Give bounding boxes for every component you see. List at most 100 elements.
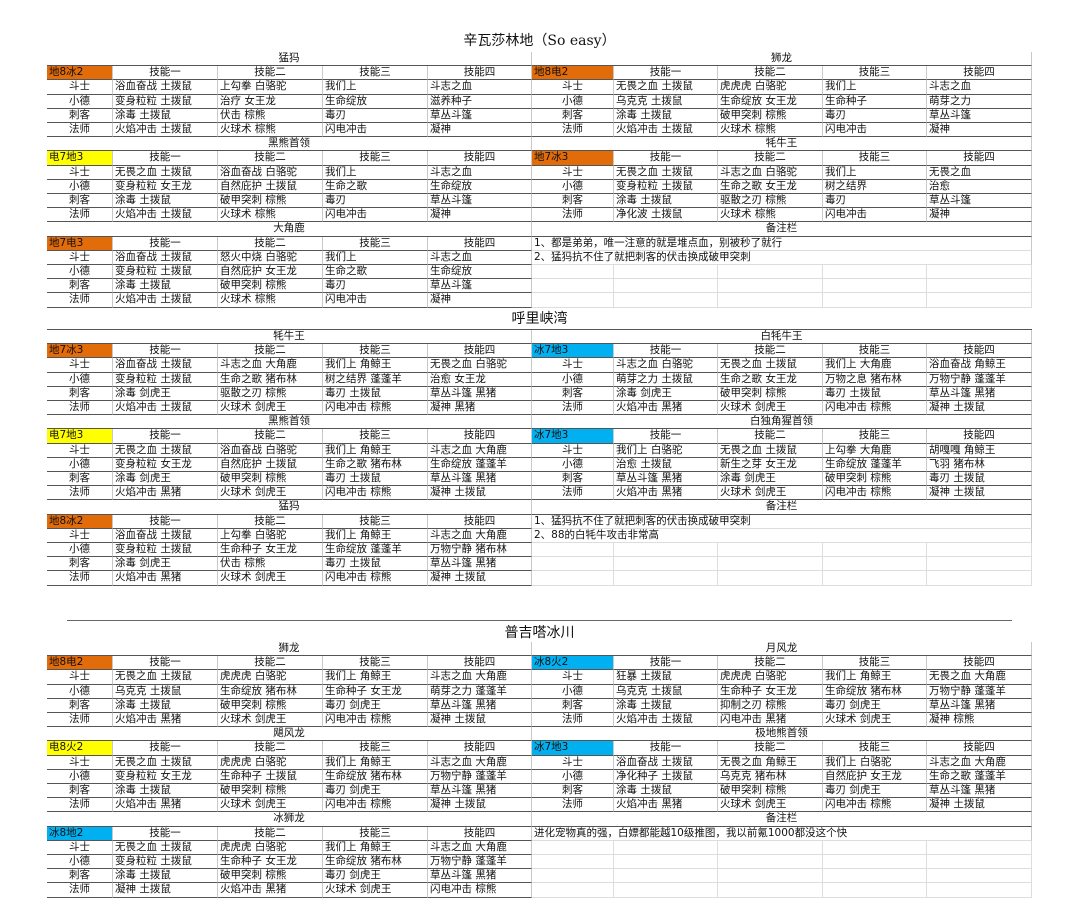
skill-cell: 火球术 剑虎王: [218, 486, 323, 501]
role: 法师: [47, 571, 113, 586]
skill-header: 技能一: [113, 656, 218, 671]
skill-cell: 破甲突刺 棕熊: [218, 472, 323, 487]
skill-cell: 虎虎虎 白骆驼: [218, 755, 323, 770]
skill-cell: 上勾拳 大角鹿: [823, 443, 927, 458]
skill-cell: 涂毒 土拨鼠: [614, 698, 718, 713]
skill-cell: 破甲突刺 棕熊: [218, 279, 323, 294]
skill-header: 技能四: [927, 151, 1032, 166]
skill-header: 技能二: [718, 344, 823, 359]
role: 刺客: [532, 472, 614, 487]
role: 斗士: [47, 755, 113, 770]
skill-cell: 自然庇护 女王龙: [823, 769, 927, 784]
skill-cell: 火球术 剑虎王: [718, 798, 823, 813]
skill-header: 技能三: [823, 66, 927, 81]
role: 法师: [47, 123, 113, 138]
skill-cell: 火焰冲击 土拨鼠: [113, 401, 218, 416]
skill-cell: 我们上 角鲸王: [323, 358, 428, 373]
role: 斗士: [47, 840, 113, 855]
skill-cell: 凝神: [428, 123, 532, 138]
skill-header: 技能四: [428, 66, 532, 81]
skill-cell: 闪电冲击: [323, 293, 428, 308]
skill-cell: 浴血奋战 土拨鼠: [113, 80, 218, 95]
skill-cell: 浴血奋战 土拨鼠: [113, 250, 218, 265]
role: 法师: [47, 401, 113, 416]
skill-cell: 无畏之血 土拨鼠: [718, 358, 823, 373]
empty-cell: [718, 557, 823, 572]
role: 斗士: [532, 443, 614, 458]
skill-cell: 火球术 棕熊: [718, 123, 823, 138]
skill-cell: 生命种子 女王龙: [718, 684, 823, 699]
skill-cell: 万物宁静 猪布林: [428, 543, 532, 558]
skill-cell: 生命绽放 猪布林: [823, 684, 927, 699]
empty-cell: [532, 293, 614, 308]
skill-cell: 治愈 土拨鼠: [614, 457, 718, 472]
role: 斗士: [532, 165, 614, 180]
skill-cell: 生命种子 女王龙: [323, 684, 428, 699]
skill-cell: 闪电冲击 棕熊: [428, 883, 532, 898]
skill-cell: 草丛斗篷 黑猪: [614, 472, 718, 487]
skill-cell: 草丛斗篷 黑猪: [428, 698, 532, 713]
skill-cell: 无畏之血 土拨鼠: [113, 443, 218, 458]
boss-tag: 电7地3: [47, 429, 113, 444]
skill-cell: 火焰冲击 土拨鼠: [614, 713, 718, 728]
empty-cell: [927, 840, 1032, 855]
skill-cell: 毒刃 剑虎王: [323, 869, 428, 884]
section-title: 呼里峡湾: [47, 308, 1032, 330]
empty-cell: [614, 855, 718, 870]
skill-header: 技能四: [428, 656, 532, 671]
role: 小德: [47, 265, 113, 280]
skill-cell: 闪电冲击: [323, 123, 428, 138]
empty-cell: [614, 265, 718, 280]
skill-header: 技能二: [218, 151, 323, 166]
skill-cell: 毒刃 剑虎王: [323, 698, 428, 713]
skill-cell: 生命种子 土拨鼠: [218, 769, 323, 784]
skill-header: 技能二: [218, 741, 323, 756]
skill-cell: 凝神 土拨鼠: [428, 713, 532, 728]
empty-cell: [927, 557, 1032, 572]
skill-header: 技能三: [323, 656, 428, 671]
skill-cell: 草丛斗篷 黑猪: [927, 784, 1032, 799]
skill-cell: 凝神 土拨鼠: [927, 798, 1032, 813]
skill-cell: 涂毒 土拨鼠: [614, 194, 718, 209]
role: 刺客: [47, 194, 113, 209]
role: 斗士: [47, 80, 113, 95]
role: 斗士: [532, 670, 614, 685]
note-line: 1、猛犸抗不住了就把刺客的伏击换成破甲突刺: [532, 514, 1032, 529]
skill-cell: 生命之歌 女王龙: [718, 179, 823, 194]
role: 刺客: [532, 698, 614, 713]
empty-cell: [614, 543, 718, 558]
skill-cell: 浴血奋战 白骆驼: [218, 443, 323, 458]
skill-cell: 火球术 棕熊: [218, 123, 323, 138]
skill-cell: 乌克克 土拨鼠: [113, 684, 218, 699]
empty-cell: [927, 571, 1032, 586]
role: 法师: [532, 713, 614, 728]
skill-cell: 破甲突刺 棕熊: [218, 869, 323, 884]
skill-cell: 无畏之血 土拨鼠: [614, 165, 718, 180]
empty-cell: [823, 557, 927, 572]
skill-header: 技能二: [218, 429, 323, 444]
skill-cell: 草丛斗篷: [428, 108, 532, 123]
role: 刺客: [532, 386, 614, 401]
skill-header: 技能三: [323, 151, 428, 166]
skill-cell: 我们上 角鲸王: [323, 755, 428, 770]
empty-cell: [614, 557, 718, 572]
empty-cell: [718, 543, 823, 558]
skill-cell: 万物宁静 蓬蓬羊: [428, 855, 532, 870]
empty-cell: [718, 869, 823, 884]
skill-header: 技能四: [428, 826, 532, 841]
role: 小德: [47, 457, 113, 472]
skill-cell: 生命绽放: [428, 265, 532, 280]
section-title: 普吉嗒冰川: [504, 625, 575, 641]
block-title: 黑熊首领: [47, 137, 532, 152]
skill-header: 技能四: [927, 429, 1032, 444]
skill-header: 技能四: [428, 236, 532, 251]
skill-cell: 生命种子: [823, 94, 927, 109]
skill-cell: 上勾拳 白骆驼: [218, 528, 323, 543]
skill-cell: 毒刃 剑虎王: [323, 784, 428, 799]
role: 斗士: [47, 528, 113, 543]
skill-header: 技能三: [823, 656, 927, 671]
skill-cell: 草丛斗篷 黑猪: [428, 557, 532, 572]
skill-cell: 生命绽放 蓬蓬羊: [428, 457, 532, 472]
skill-cell: 草丛斗篷 黑猪: [428, 869, 532, 884]
role: 法师: [532, 208, 614, 223]
